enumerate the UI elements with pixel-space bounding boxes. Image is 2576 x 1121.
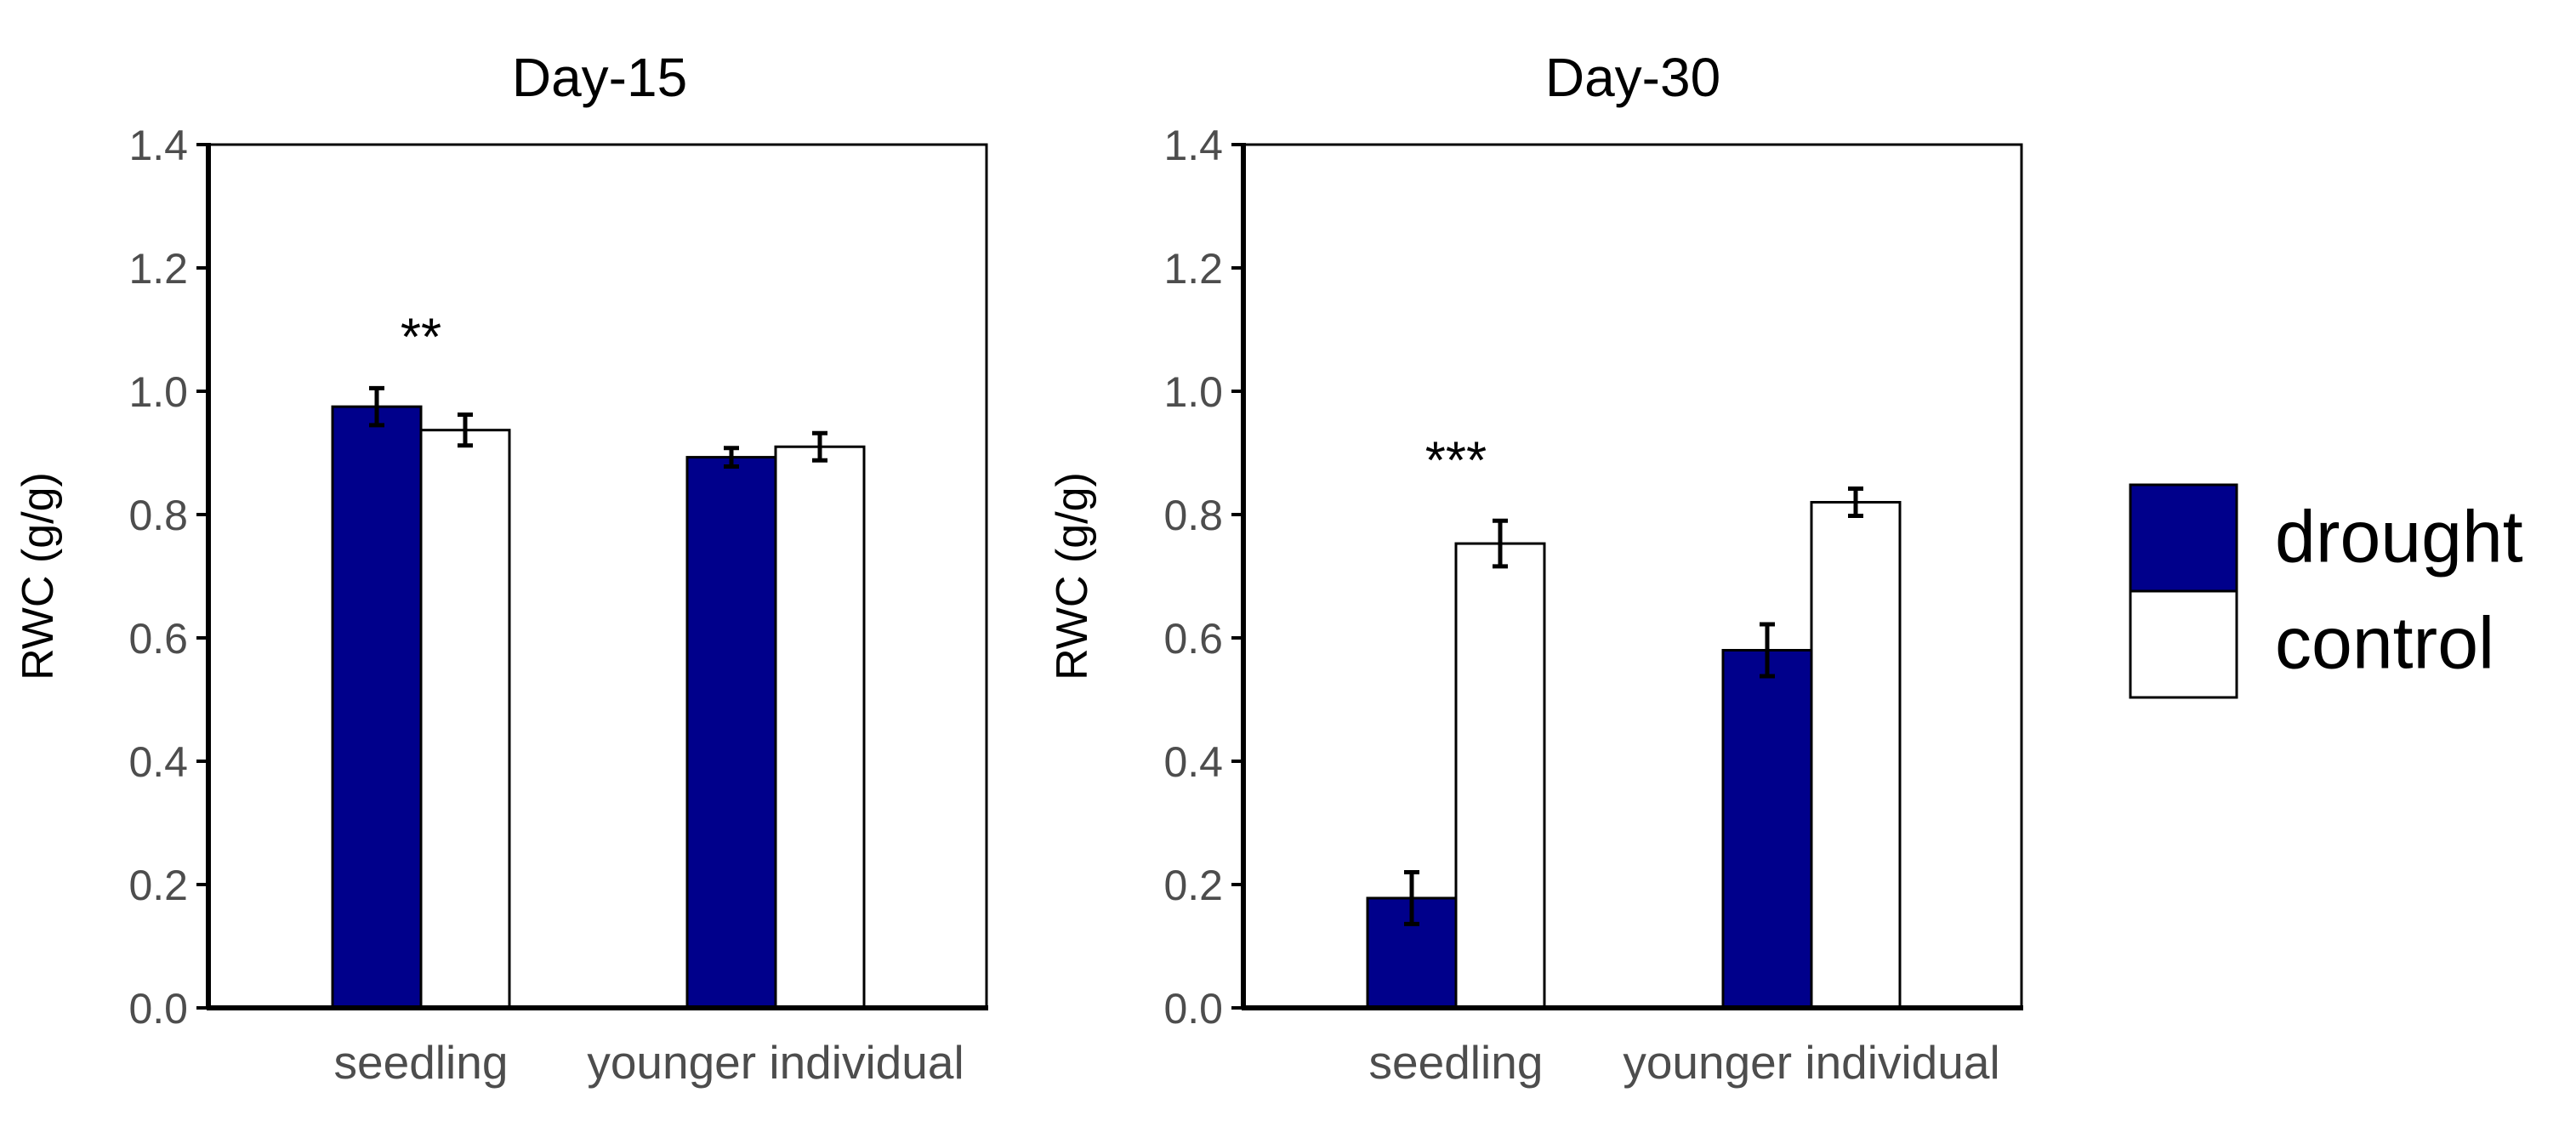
y-tick-label: 1.0 (128, 368, 188, 416)
y-tick-label: 0.0 (1163, 985, 1223, 1033)
error-bar-drought-seedling (369, 385, 384, 428)
chart-panel-1: Day-15 RWC (g/g) 0.0 0.2 0.4 0.6 0.8 1.0 1.2 1.4 s… (14, 47, 988, 1089)
bar-control-seedling (419, 429, 511, 1010)
bar-drought-seedling (331, 405, 423, 1010)
bar-drought-younger-individual (1721, 649, 1813, 1010)
x-category-label: seedling (334, 1036, 509, 1089)
y-tick-label: 0.8 (128, 492, 188, 539)
y-tick-label: 1.0 (1163, 368, 1223, 416)
y-axis-label: RWC (g/g) (14, 472, 63, 680)
bar-control-younger-individual (1810, 501, 1902, 1010)
y-tick-label: 0.4 (1163, 738, 1223, 786)
chart-title: Day-15 (512, 47, 687, 108)
error-bar-control-seedling (1493, 518, 1508, 569)
error-bar-control-seedling (458, 413, 473, 448)
legend-swatch-control (2129, 589, 2238, 699)
significance-annotation: *** (1425, 432, 1487, 491)
bar-drought-younger-individual (685, 456, 777, 1010)
legend-label-drought: drought (2275, 497, 2523, 578)
x-category-label: seedling (1369, 1036, 1544, 1089)
y-axis-label: RWC (g/g) (1048, 472, 1097, 680)
y-tick-label: 1.4 (128, 122, 188, 169)
y-tick-label: 1.2 (1163, 245, 1223, 293)
y-tick-label: 0.2 (1163, 862, 1223, 909)
error-bar-drought-seedling (1404, 870, 1419, 926)
y-tick-label: 0.6 (128, 615, 188, 663)
y-tick-label: 1.4 (1163, 122, 1223, 169)
error-bar-control-younger-individual (1848, 487, 1863, 518)
chart-panels: Day-15 RWC (g/g) 0.0 0.2 0.4 0.6 0.8 1.0 1.2 1.4 s… (14, 47, 2023, 1089)
y-tick-label: 0.0 (128, 985, 188, 1033)
legend-swatch-drought (2129, 483, 2238, 593)
y-tick-label: 1.2 (128, 245, 188, 293)
error-bar-drought-younger-individual (1760, 622, 1775, 679)
y-tick-label: 0.4 (128, 738, 188, 786)
x-category-label: younger individual (587, 1036, 964, 1089)
bar-control-seedling (1454, 542, 1546, 1010)
significance-annotation: ** (401, 309, 441, 367)
legend-label-control: control (2275, 603, 2494, 685)
error-bar-drought-younger-individual (724, 446, 739, 469)
chart-title: Day-30 (1545, 47, 1720, 108)
y-tick-label: 0.2 (128, 862, 188, 909)
x-category-label: younger individual (1623, 1036, 1999, 1089)
legend: drought control (2129, 483, 2523, 699)
bar-control-younger-individual (774, 445, 866, 1010)
chart-panel-2: Day-30 RWC (g/g) 0.0 0.2 0.4 0.6 0.8 1.0 1.2 1.4 s… (1048, 47, 2023, 1089)
y-tick-label: 0.6 (1163, 615, 1223, 663)
error-bar-control-younger-individual (812, 430, 827, 463)
y-tick-label: 0.8 (1163, 492, 1223, 539)
